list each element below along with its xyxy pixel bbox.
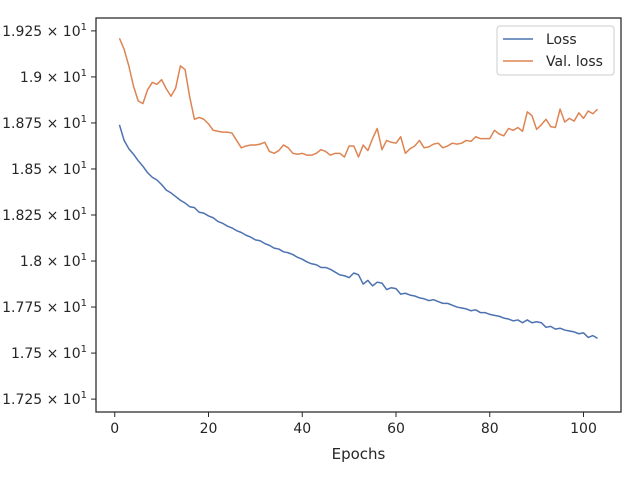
y-tick-mantissa: 1.75 × 10 bbox=[11, 346, 81, 362]
x-tick-label: 100 bbox=[570, 421, 597, 437]
x-tick-label: 60 bbox=[387, 421, 405, 437]
y-tick-label: 1.775 × 101 bbox=[2, 298, 87, 316]
y-tick-label: 1.75 × 101 bbox=[11, 344, 87, 362]
series-line-2 bbox=[118, 37, 599, 158]
y-tick-mantissa: 1.825 × 10 bbox=[2, 208, 81, 224]
x-tick-label: 0 bbox=[110, 421, 119, 437]
y-tick-mantissa: 1.875 × 10 bbox=[2, 116, 81, 132]
y-tick-label: 1.925 × 101 bbox=[2, 22, 87, 40]
y-tick-label: 1.85 × 101 bbox=[11, 160, 87, 178]
x-axis-label: Epochs bbox=[332, 445, 386, 463]
y-tick-exponent: 1 bbox=[81, 298, 87, 309]
y-tick-exponent: 1 bbox=[81, 252, 87, 263]
y-tick-exponent: 1 bbox=[81, 206, 87, 217]
x-axis: 0 20 40 60 80 100 bbox=[110, 412, 597, 437]
y-tick-exponent: 1 bbox=[81, 390, 87, 401]
y-tick-mantissa: 1.85 × 10 bbox=[11, 162, 81, 178]
axes-frame bbox=[95, 17, 622, 413]
y-tick-label: 1.875 × 101 bbox=[2, 114, 87, 132]
y-tick-exponent: 1 bbox=[81, 114, 87, 125]
y-tick-mantissa: 1.775 × 10 bbox=[2, 300, 81, 316]
x-tick-label: 20 bbox=[200, 421, 218, 437]
y-tick-label: 1.9 × 101 bbox=[20, 68, 87, 86]
y-tick-label: 1.725 × 101 bbox=[2, 390, 87, 408]
y-tick-exponent: 1 bbox=[81, 160, 87, 171]
legend: Loss Val. loss bbox=[496, 25, 615, 76]
series-line-1 bbox=[118, 124, 598, 340]
y-tick-mantissa: 1.725 × 10 bbox=[2, 392, 81, 408]
y-tick-label: 1.8 × 101 bbox=[20, 252, 87, 270]
y-tick-exponent: 1 bbox=[81, 344, 87, 355]
legend-label: Loss bbox=[546, 32, 577, 48]
x-tick-label: 80 bbox=[481, 421, 499, 437]
y-tick-exponent: 1 bbox=[81, 22, 87, 33]
y-tick-exponent: 1 bbox=[81, 68, 87, 79]
y-tick-mantissa: 1.925 × 10 bbox=[2, 24, 81, 40]
legend-label: Val. loss bbox=[546, 54, 603, 70]
plot-lines bbox=[118, 37, 599, 340]
y-tick-mantissa: 1.9 × 10 bbox=[20, 70, 81, 86]
y-tick-label: 1.825 × 101 bbox=[2, 206, 87, 224]
x-tick-label: 40 bbox=[293, 421, 311, 437]
y-tick-mantissa: 1.8 × 10 bbox=[20, 254, 81, 270]
